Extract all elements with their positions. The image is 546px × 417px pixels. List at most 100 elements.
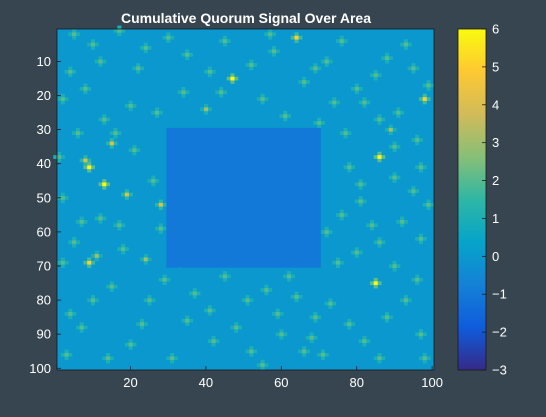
y-tick-label: 70: [37, 258, 51, 273]
hotspot-halo: [181, 52, 186, 57]
hotspot-halo: [290, 35, 295, 40]
colorbar-ticks: 6 5 4 3 2 1 0 −1 −2 −3: [482, 22, 507, 378]
hotspot-halo: [422, 359, 427, 364]
hotspot-halo: [381, 315, 386, 320]
hotspot-halo: [87, 264, 92, 268]
hotspot-halo: [335, 213, 341, 217]
hotspot-halo: [192, 288, 197, 292]
hotspot-halo: [87, 168, 92, 173]
hotspot-halo: [151, 182, 156, 187]
hotspot-halo: [362, 335, 367, 340]
hotspot-halo: [75, 240, 80, 245]
hotspot-cell: [392, 144, 397, 149]
hotspot-halo: [234, 76, 239, 81]
hotspot-halo: [94, 257, 99, 262]
hotspot-halo: [249, 66, 254, 71]
hotspot-halo: [268, 49, 273, 54]
hotspot-halo: [211, 69, 216, 74]
hotspot-halo: [283, 332, 288, 337]
hotspot-halo: [271, 312, 276, 316]
hotspot-halo: [121, 250, 126, 255]
hotspot-halo: [158, 110, 163, 115]
hotspot-halo: [373, 76, 378, 81]
hotspot-halo: [109, 288, 114, 292]
hotspot-halo: [328, 298, 333, 303]
hotspot-halo: [102, 179, 107, 183]
hotspot-halo: [400, 42, 405, 47]
hotspot-halo: [332, 97, 337, 101]
hotspot-cell: [83, 86, 88, 91]
hotspot-halo: [418, 335, 423, 340]
hotspot-halo: [324, 56, 329, 60]
hotspot-cell: [207, 69, 212, 74]
hotspot-halo: [155, 179, 160, 183]
x-tick-label: 20: [123, 375, 137, 390]
hotspot-halo: [241, 298, 246, 303]
hotspot-halo: [422, 332, 427, 337]
hotspot-cell: [362, 339, 367, 344]
hotspot-halo: [283, 117, 288, 122]
hotspot-halo: [79, 86, 84, 91]
hotspot-halo: [358, 202, 363, 207]
hotspot-halo: [113, 127, 118, 132]
hotspot-halo: [392, 110, 397, 115]
hotspot-halo: [151, 175, 156, 180]
hotspot-cell: [403, 298, 408, 303]
hotspot-cell: [143, 257, 148, 262]
hotspot-halo: [426, 199, 431, 204]
hotspot-cell: [72, 240, 77, 245]
hotspot-cell: [260, 363, 265, 367]
hotspot-halo: [109, 281, 114, 286]
hotspot-halo: [422, 165, 427, 170]
hotspot-halo: [305, 349, 310, 354]
hotspot-halo: [132, 342, 137, 347]
y-tick-label: 80: [37, 293, 51, 308]
hotspot-cell: [347, 322, 352, 326]
hotspot-halo: [320, 356, 325, 361]
hotspot-halo: [362, 342, 367, 347]
hotspot-cell: [324, 59, 329, 64]
hotspot-halo: [207, 73, 212, 78]
hotspot-halo: [109, 144, 114, 149]
hotspot-halo: [343, 322, 348, 326]
hotspot-halo: [407, 42, 412, 47]
hotspot-cell: [388, 127, 393, 132]
hotspot-cell: [339, 39, 344, 43]
hotspot-halo: [343, 39, 348, 43]
hotspot-halo: [98, 254, 103, 258]
colorbar-tick-label: −3: [492, 363, 507, 378]
hotspot-halo: [181, 86, 186, 91]
hotspot-halo: [234, 322, 239, 326]
hotspot-halo: [381, 155, 386, 159]
hotspot-halo: [415, 66, 420, 71]
hotspot-halo: [328, 100, 333, 105]
hotspot-halo: [188, 318, 194, 323]
hotspot-halo: [351, 165, 356, 170]
hotspot-halo: [57, 97, 62, 101]
hotspot-halo: [328, 305, 333, 309]
hotspot-halo: [358, 196, 363, 200]
hotspot-halo: [358, 185, 363, 190]
heatmap-axes-frame: [56, 28, 435, 371]
hotspot-halo: [268, 29, 273, 33]
hotspot-halo: [106, 284, 111, 289]
hotspot-cell: [234, 325, 239, 330]
hotspot-halo: [68, 73, 73, 78]
hotspot-halo: [219, 86, 224, 91]
hotspot-cell: [230, 76, 235, 81]
hotspot-cell: [343, 131, 348, 136]
hotspot-cell: [124, 192, 129, 197]
hotspot-halo: [117, 219, 122, 224]
colorbar-tick-label: 2: [492, 173, 499, 188]
hotspot-halo: [373, 284, 378, 289]
hotspot-halo: [79, 322, 84, 326]
hotspot-halo: [132, 151, 137, 156]
hotspot-cell: [121, 247, 126, 251]
hotspot-halo: [185, 49, 190, 54]
hotspot-cell: [339, 213, 344, 217]
hotspot-halo: [396, 144, 401, 149]
hotspot-halo: [392, 141, 397, 146]
hotspot-halo: [354, 199, 359, 204]
hotspot-halo: [136, 69, 141, 74]
hotspot-halo: [83, 83, 88, 88]
